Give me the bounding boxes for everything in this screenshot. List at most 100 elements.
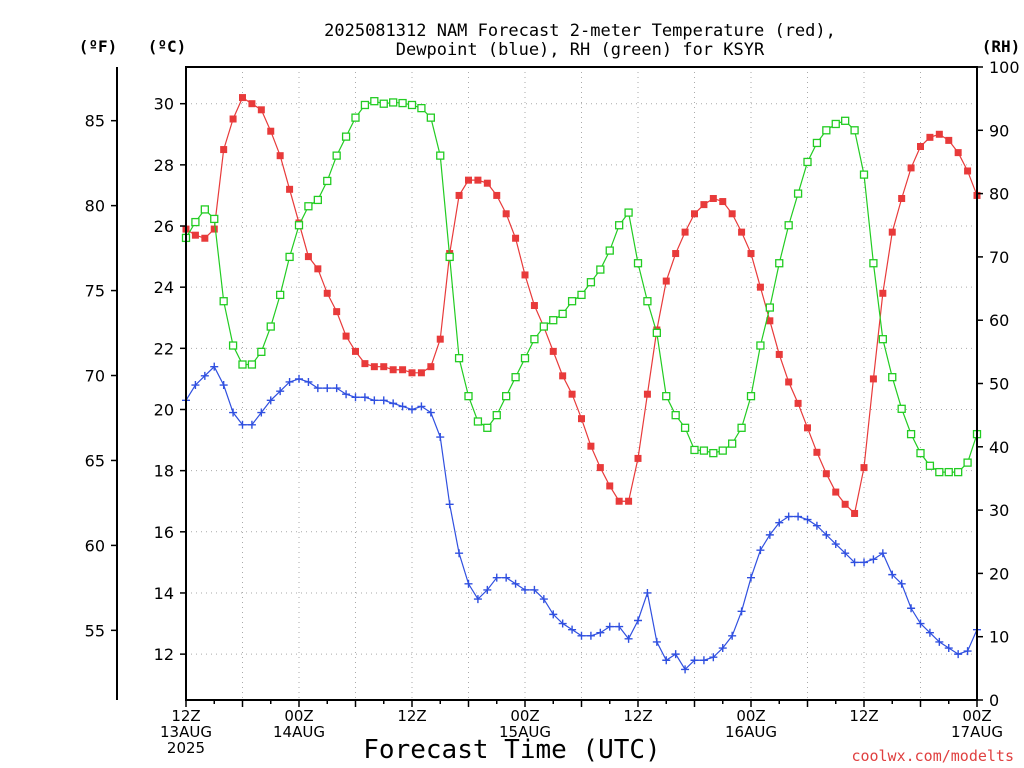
rh-tick-label: 70 (989, 248, 1009, 267)
dewpoint-point (379, 396, 388, 405)
dewpoint-point (257, 408, 266, 417)
dewpoint-point (860, 558, 868, 567)
celsius-tick-label: 14 (154, 584, 174, 603)
temperature-point (728, 210, 736, 218)
rh-tick-label: 20 (989, 564, 1009, 583)
temperature-point (568, 390, 576, 398)
rh-point (897, 404, 906, 413)
rh-tick-label: 30 (989, 501, 1009, 520)
temperature-point (399, 366, 407, 374)
dewpoint-point (229, 408, 238, 417)
chart-title-line2: Dewpoint (blue), RH (green) for KSYR (396, 40, 765, 60)
chart-title-line1: 2025081312 NAM Forecast 2-meter Temperat… (324, 21, 836, 41)
rh-point (567, 297, 577, 306)
x-tick-label: 12Z (397, 707, 426, 725)
dewpoint-point (831, 540, 840, 549)
rh-point (596, 265, 605, 274)
rh-point (351, 113, 360, 122)
fahrenheit-tick-label: 55 (85, 621, 105, 640)
plot-frame (185, 66, 978, 701)
series-layer (181, 94, 982, 674)
rh-point (624, 208, 633, 217)
fahrenheit-tick-label: 65 (85, 451, 105, 470)
rh-point (633, 259, 643, 268)
x-tick-label: 16AUG (725, 723, 777, 741)
rh-point (483, 423, 492, 432)
dewpoint-point (332, 384, 341, 393)
temperature-point (578, 415, 585, 423)
rh-point (360, 100, 370, 110)
fahrenheit-tick-label: 70 (85, 367, 105, 386)
dewpoint-point (464, 579, 473, 588)
rh-point (944, 467, 953, 477)
dewpoint-point (370, 396, 379, 405)
rh-tick-label: 10 (989, 628, 1009, 647)
rh-point (398, 98, 407, 108)
temperature-point (662, 277, 670, 285)
fahrenheit-tick-label: 60 (85, 536, 105, 555)
dewpoint-point (925, 628, 934, 637)
x-axis-label: Forecast Time (UTC) (363, 735, 660, 765)
temperature-point (747, 250, 755, 258)
dewpoint-point (643, 588, 652, 597)
rh-point (869, 259, 878, 268)
dewpoint-point (963, 647, 972, 656)
celsius-unit-label: (ºC) (148, 37, 187, 56)
rh-point (332, 151, 341, 160)
temperature-point (860, 464, 868, 472)
dewpoint-point (869, 555, 878, 564)
dewpoint-point (360, 393, 369, 402)
rh-point (426, 113, 435, 122)
dewpoint-point (737, 607, 746, 616)
temperature-point (898, 194, 906, 202)
rh-point (558, 309, 567, 319)
rh-point (643, 297, 652, 306)
rh-point (586, 278, 596, 287)
x-tick-label: 12Z (623, 707, 652, 725)
temperature-point (465, 176, 472, 184)
dewpoint-point (436, 433, 445, 442)
dewpoint-point (662, 656, 671, 665)
rh-point (803, 157, 812, 167)
dewpoint-point (709, 653, 718, 662)
temperature-point (380, 363, 388, 371)
dewpoint-point (699, 656, 708, 665)
temperature-point (352, 347, 359, 355)
dewpoint-point (266, 396, 275, 405)
dewpoint-point (747, 573, 755, 582)
rh-point (228, 341, 238, 350)
rh-point (285, 252, 294, 262)
dewpoint-point (624, 634, 633, 643)
temperature-point (813, 448, 821, 456)
temperature-point (719, 198, 727, 206)
dewpoint-point (530, 585, 539, 594)
celsius-tick-label: 12 (154, 645, 174, 664)
dewpoint-point (850, 558, 859, 567)
temperature-point (681, 228, 689, 236)
temperature-point (738, 228, 746, 236)
dewpoint-point (191, 381, 200, 390)
rh-point (313, 195, 322, 205)
temperature-point (794, 399, 802, 407)
rh-point (841, 116, 850, 125)
dewpoint-point (200, 371, 209, 380)
rh-point (454, 354, 464, 363)
dewpoint-point (417, 402, 426, 411)
rh-point (492, 410, 501, 420)
rh-point (765, 303, 774, 312)
rh-point (257, 347, 266, 357)
temperature-point (239, 94, 246, 102)
rh-point (737, 423, 746, 432)
temperature-point (276, 152, 284, 160)
rh-point (520, 354, 530, 363)
rh-tick-label: 0 (989, 691, 999, 710)
dewpoint-point (238, 420, 247, 429)
rh-point (916, 448, 925, 458)
rh-point (775, 259, 784, 268)
celsius-tick-label: 28 (154, 156, 174, 175)
temperature-point (879, 289, 887, 297)
dewpoint-point (511, 579, 520, 588)
rh-point (539, 322, 548, 331)
dewpoint-point (954, 650, 963, 659)
